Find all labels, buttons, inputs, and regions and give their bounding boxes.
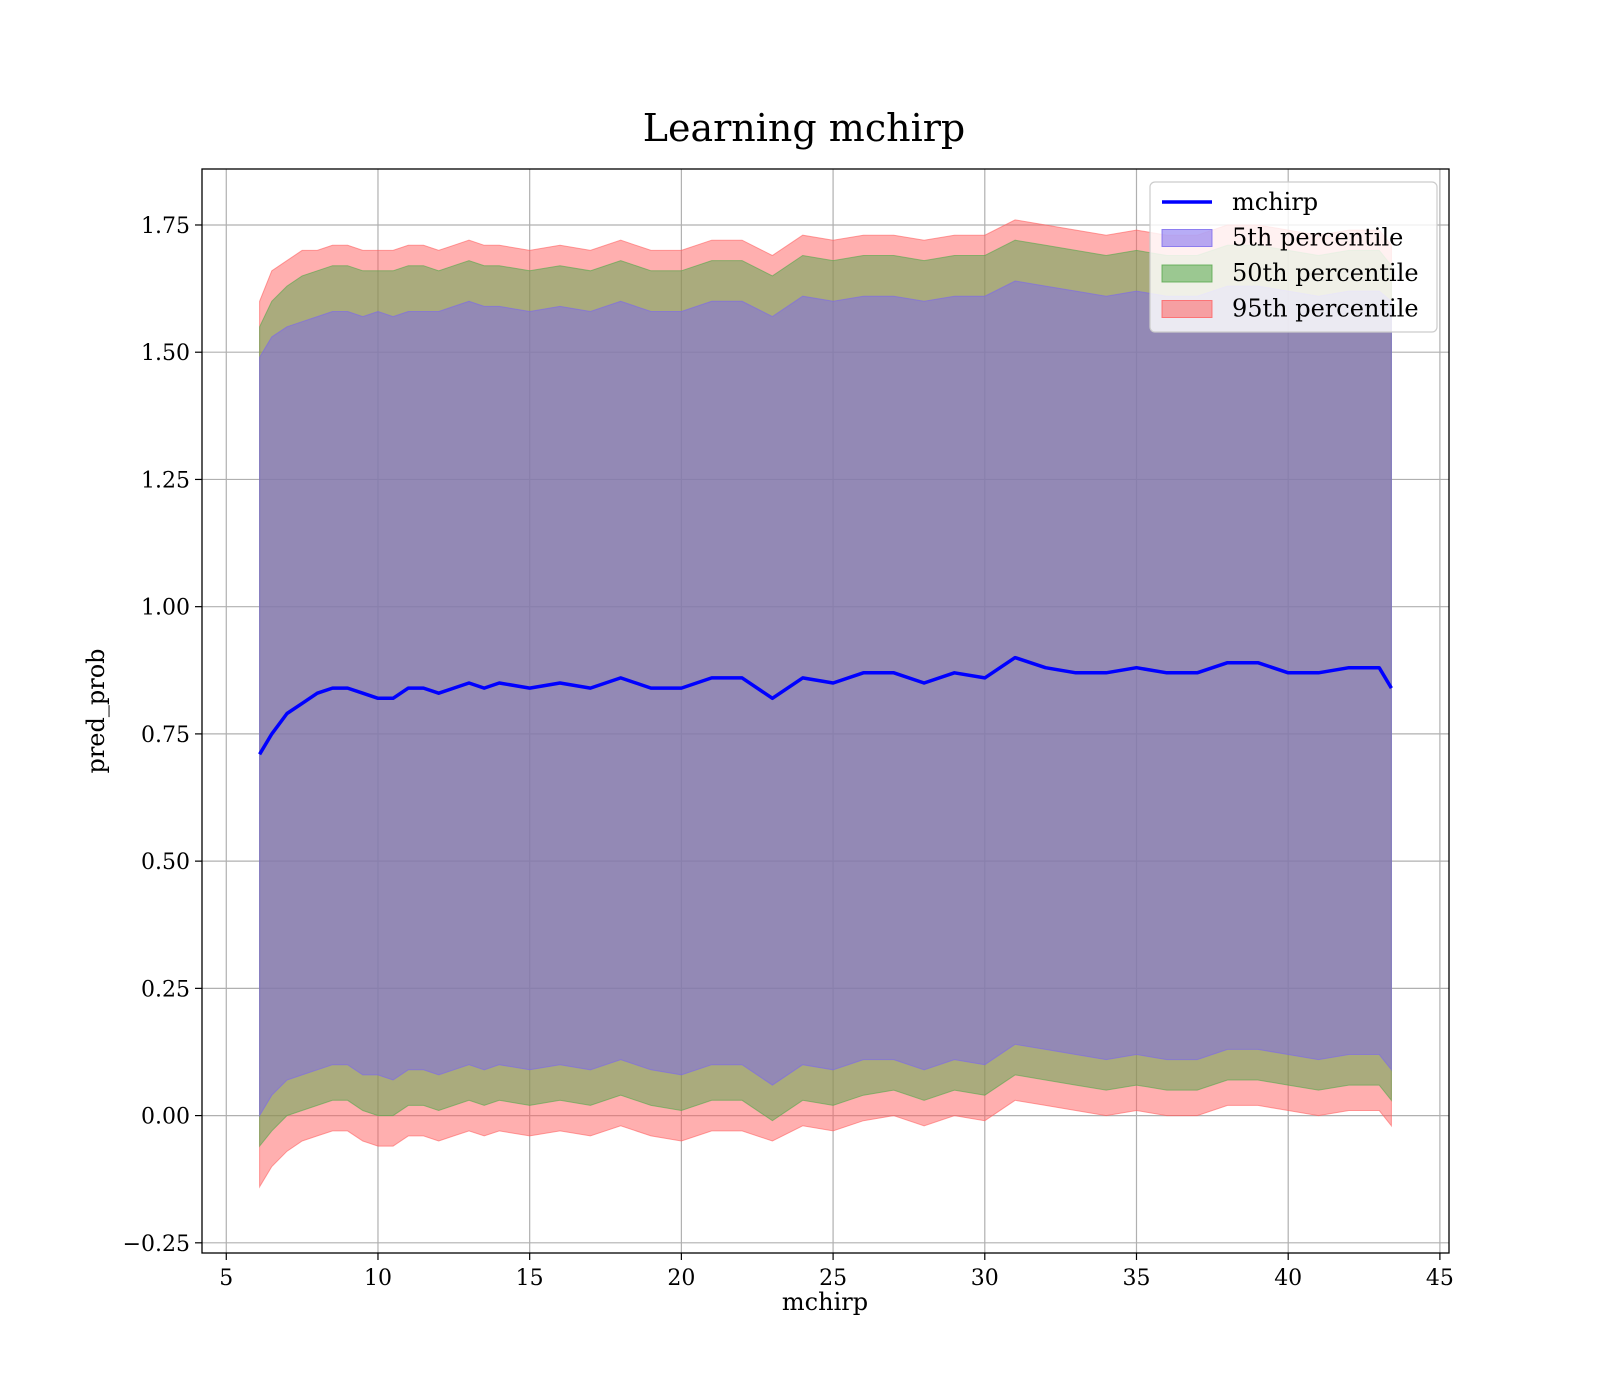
legend-label: 5th percentile — [1232, 224, 1403, 252]
y-tick-label: 1.50 — [141, 341, 190, 366]
x-tick-label: 20 — [667, 1266, 695, 1291]
plot-frame — [201, 168, 1450, 1254]
band-5th-percentile — [259, 280, 1392, 1118]
y-tick-label: 1.00 — [141, 596, 190, 621]
legend-label: mchirp — [1232, 188, 1318, 216]
legend-swatch-band — [1161, 229, 1213, 247]
x-tick-label: 30 — [971, 1266, 999, 1291]
legend-swatch-band — [1161, 264, 1213, 283]
x-tick-label: 15 — [516, 1266, 544, 1291]
legend-label: 50th percentile — [1232, 259, 1419, 287]
series-line-mchirp — [258, 655, 1393, 756]
y-tick-label: 0.75 — [141, 723, 190, 748]
y-tick-label: −0.25 — [123, 1232, 190, 1257]
y-tick-label: 0.25 — [141, 977, 190, 1002]
legend-swatch-band — [1161, 300, 1213, 318]
x-tick-label: 40 — [1274, 1266, 1302, 1291]
x-tick-label: 25 — [819, 1266, 847, 1291]
y-tick-label: 1.25 — [141, 468, 190, 493]
legend-box — [1149, 181, 1438, 333]
series-lines — [258, 655, 1393, 756]
x-tick-label: 35 — [1122, 1266, 1150, 1291]
y-ticks: −0.25 0.00 0.25 0.50 0.75 1.00 1.25 1.50 1.75 — [123, 214, 202, 1257]
x-ticks: 5 10 15 20 25 30 35 40 45 — [219, 1253, 1454, 1291]
x-tick-label: 45 — [1426, 1266, 1454, 1291]
x-tick-label: 10 — [364, 1266, 392, 1291]
legend-label: 95th percentile — [1232, 295, 1419, 323]
x-axis-label: mchirp — [782, 1288, 868, 1316]
y-tick-label: 0.00 — [141, 1105, 190, 1130]
x-tick-label: 5 — [219, 1266, 233, 1291]
chart-title: Learning mchirp — [643, 106, 965, 150]
y-axis-label: pred_prob — [82, 648, 110, 773]
y-tick-label: 0.50 — [141, 850, 190, 875]
y-tick-label: 1.75 — [141, 214, 190, 239]
percentile-bands — [259, 219, 1392, 1189]
legend: mchirp 5th percentile 50th percentile 95th … — [1149, 181, 1438, 333]
